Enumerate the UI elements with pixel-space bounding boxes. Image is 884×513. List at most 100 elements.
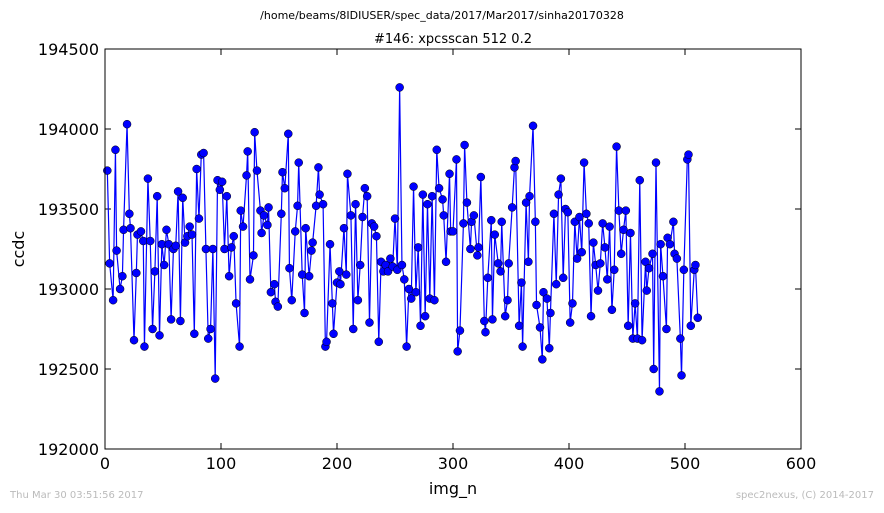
data-point (374, 337, 384, 347)
data-point (402, 342, 411, 351)
data-point (215, 185, 225, 195)
data-point (642, 286, 651, 295)
data-point (290, 227, 300, 236)
data-point (584, 219, 593, 228)
y-tick-label: 194000 (38, 120, 99, 139)
x-tick-label: 0 (100, 454, 110, 473)
data-point (210, 374, 220, 383)
data-point (582, 209, 591, 219)
data-point (140, 342, 149, 351)
suptitle: /home/beams/8IDIUSER/spec_data/2017/Mar2… (260, 9, 624, 22)
data-point (466, 244, 475, 254)
data-point (598, 219, 607, 228)
data-point (691, 260, 700, 270)
data-point (469, 211, 479, 220)
data-point (235, 342, 244, 351)
data-point (518, 342, 527, 351)
data-point (297, 270, 307, 279)
data-point (609, 265, 619, 275)
data-point (339, 223, 349, 233)
data-point (259, 211, 269, 220)
data-point (360, 183, 370, 193)
data-point (343, 169, 352, 179)
data-point (125, 209, 134, 219)
data-point (406, 294, 416, 303)
data-point (372, 231, 381, 241)
data-point (452, 155, 461, 164)
data-point (355, 260, 365, 270)
data-point (155, 331, 164, 340)
data-point (278, 167, 287, 177)
data-point (300, 308, 309, 318)
data-point (616, 249, 626, 259)
data-point (507, 203, 517, 212)
y-tick-label: 192500 (38, 360, 99, 379)
data-point (551, 279, 561, 289)
data-point (173, 187, 183, 196)
data-point (176, 316, 185, 326)
data-point (532, 300, 541, 310)
data-point (171, 241, 181, 251)
data-point (315, 190, 324, 199)
data-point (308, 238, 317, 247)
data-point (132, 268, 141, 278)
data-point (328, 299, 337, 308)
data-point (105, 259, 114, 268)
data-point (593, 286, 603, 295)
data-point (476, 172, 486, 182)
data-point (119, 225, 128, 235)
data-point (621, 206, 631, 215)
data-point (287, 295, 297, 305)
data-point (517, 278, 526, 287)
data-point (351, 199, 360, 209)
data-point (572, 254, 582, 263)
data-point (411, 287, 421, 297)
data-point (129, 335, 139, 345)
data-point (455, 326, 465, 335)
data-point (390, 214, 400, 223)
data-point (136, 227, 146, 236)
data-point (192, 164, 201, 174)
data-point (441, 257, 451, 267)
data-point (336, 279, 345, 289)
data-point (658, 271, 668, 281)
data-point (395, 83, 404, 92)
data-point (150, 267, 160, 276)
data-point (504, 259, 513, 268)
data-point (525, 191, 534, 201)
data-point (568, 299, 577, 308)
data-point (404, 284, 414, 294)
data-point (199, 148, 208, 158)
data-point (432, 145, 442, 155)
data-point (222, 191, 232, 201)
data-point (603, 275, 612, 284)
data-point (342, 270, 351, 279)
data-point (686, 321, 696, 331)
x-tick-label: 600 (786, 454, 817, 473)
data-point (545, 343, 554, 353)
data-point (672, 254, 682, 263)
data-point (159, 260, 169, 270)
data-point (250, 127, 259, 137)
x-axis-label: img_n (429, 479, 477, 499)
y-tick-label: 194500 (38, 40, 99, 59)
data-point (493, 259, 503, 268)
y-tick-label: 192000 (38, 440, 99, 459)
data-point (386, 254, 395, 263)
data-point (220, 244, 229, 254)
data-point (307, 246, 316, 255)
data-point (459, 219, 468, 228)
data-point (311, 201, 321, 211)
data-point (630, 299, 640, 308)
data-point (293, 201, 302, 211)
data-point (577, 247, 587, 257)
data-point (126, 223, 135, 233)
data-point (224, 271, 234, 281)
data-point (462, 198, 472, 207)
data-point (542, 294, 552, 303)
data-point (430, 295, 439, 305)
data-point (266, 287, 276, 297)
data-point (122, 119, 132, 129)
